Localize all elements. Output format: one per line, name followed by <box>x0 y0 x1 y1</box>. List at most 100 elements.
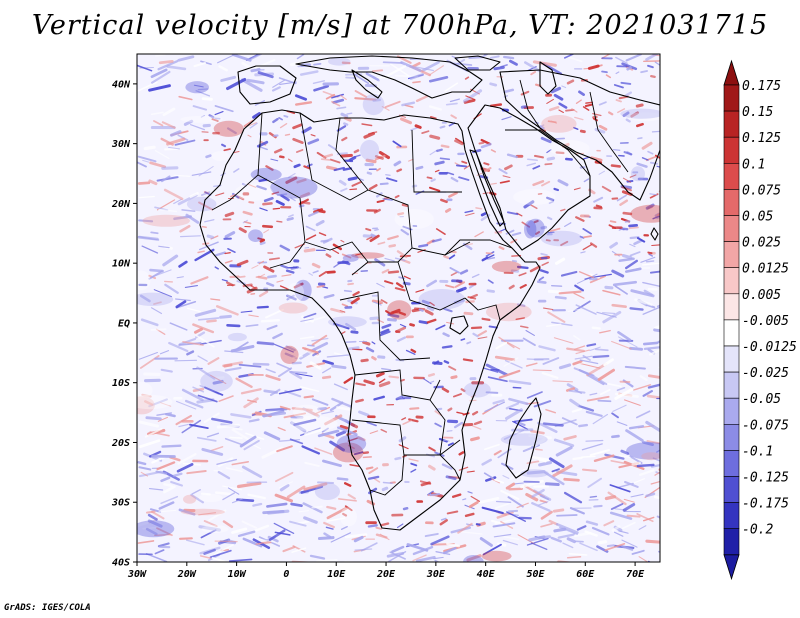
field-streak <box>362 451 370 455</box>
field-streak <box>440 198 448 204</box>
field-streak <box>658 468 660 471</box>
field-streak <box>400 228 410 236</box>
field-streak <box>386 177 398 183</box>
field-streak <box>435 324 446 331</box>
field-streak <box>151 455 166 464</box>
field-streak <box>467 296 477 300</box>
field-streak <box>624 365 646 370</box>
field-streak <box>568 553 588 556</box>
field-streak <box>137 155 157 163</box>
field-streak <box>242 219 248 224</box>
field-streak <box>508 59 518 66</box>
field-streak <box>141 245 159 254</box>
field-streak <box>428 186 441 192</box>
field-streak <box>337 426 358 436</box>
field-streak <box>323 293 335 299</box>
field-streak <box>365 72 379 81</box>
field-streak <box>537 458 547 463</box>
field-streak <box>153 120 164 127</box>
field-blob <box>200 370 233 392</box>
credit-text: GrADS: IGES/COLA <box>4 603 91 613</box>
field-streak <box>458 466 469 471</box>
field-streak <box>260 273 266 277</box>
field-streak <box>358 410 370 417</box>
field-streak <box>308 272 313 276</box>
field-streak <box>602 312 616 314</box>
field-blob <box>620 108 660 119</box>
field-streak <box>529 265 541 273</box>
field-streak <box>231 428 251 442</box>
field-streak <box>608 111 614 116</box>
field-streak <box>374 155 384 160</box>
field-streak <box>309 341 329 353</box>
field-streak <box>256 305 269 309</box>
field-streak <box>621 186 632 192</box>
field-streak <box>237 530 256 538</box>
field-streak <box>427 490 434 496</box>
field-streak <box>199 241 219 251</box>
field-streak <box>211 557 226 562</box>
field-streak <box>311 334 328 346</box>
field-streak <box>544 162 553 166</box>
field-streak <box>204 386 224 396</box>
field-streak <box>286 485 306 499</box>
field-streak <box>263 229 270 234</box>
field-streak <box>148 270 163 280</box>
field-blob <box>630 204 660 223</box>
field-streak <box>292 137 304 144</box>
field-streak <box>211 118 219 122</box>
lon-tick-label: 40E <box>477 569 496 580</box>
field-streak <box>589 275 606 284</box>
field-streak <box>279 81 297 85</box>
field-streak <box>550 86 562 94</box>
field-streak <box>363 379 375 386</box>
field-streak <box>502 475 510 479</box>
field-streak <box>623 498 635 503</box>
field-streak <box>164 147 179 151</box>
field-streak <box>365 346 375 353</box>
field-streak <box>525 362 538 367</box>
field-streak <box>243 220 252 225</box>
field-streak <box>578 369 590 376</box>
field-streak <box>657 340 660 344</box>
field-streak <box>289 520 307 527</box>
field-streak <box>450 114 457 119</box>
field-streak <box>138 195 155 199</box>
field-streak <box>630 493 644 498</box>
field-streak <box>558 290 582 295</box>
field-streak <box>410 468 417 473</box>
border-line <box>369 454 405 496</box>
sri-lanka-coastline <box>650 227 659 241</box>
field-streak <box>464 243 473 246</box>
lon-tick-label: 20E <box>376 569 396 580</box>
field-streak <box>331 100 341 107</box>
field-streak <box>387 550 407 562</box>
field-streak <box>485 391 499 394</box>
field-streak <box>211 417 233 424</box>
field-streak <box>555 522 579 534</box>
field-streak <box>283 114 289 118</box>
field-streak <box>602 310 622 324</box>
field-streak <box>650 480 660 485</box>
field-streak <box>578 90 585 96</box>
field-streak <box>354 97 377 101</box>
field-streak <box>286 294 297 301</box>
field-streak <box>242 210 253 216</box>
field-streak <box>177 55 195 62</box>
field-streak <box>520 325 529 329</box>
field-streak <box>552 508 565 513</box>
field-streak <box>327 144 337 151</box>
field-streak <box>519 284 527 289</box>
field-blob <box>290 415 338 432</box>
field-streak <box>197 317 220 321</box>
field-streak <box>384 257 395 262</box>
field-streak <box>341 260 351 266</box>
field-streak <box>658 366 660 369</box>
field-streak <box>558 109 564 114</box>
field-streak <box>622 503 636 512</box>
field-blob <box>481 550 512 562</box>
field-streak <box>649 270 660 274</box>
field-streak <box>603 520 615 527</box>
field-streak <box>240 310 253 313</box>
field-streak <box>149 268 164 273</box>
